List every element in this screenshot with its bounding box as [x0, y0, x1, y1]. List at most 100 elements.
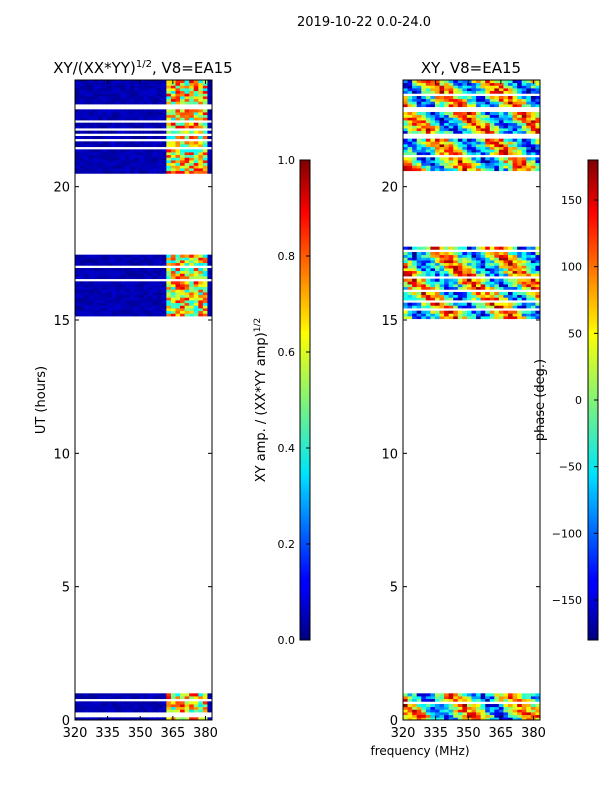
heatmap-cell — [180, 704, 185, 708]
heatmap-cell — [476, 278, 482, 282]
heatmap-cell — [102, 717, 108, 720]
heatmap-cell — [521, 262, 527, 266]
heatmap-cell — [530, 260, 536, 264]
heatmap-cell — [430, 130, 436, 134]
heatmap-cell — [448, 88, 454, 92]
heatmap-cell — [535, 268, 540, 272]
heatmap-cell — [453, 257, 459, 261]
heatmap-cell — [157, 300, 163, 304]
heatmap-cell — [448, 146, 454, 150]
heatmap-cell — [111, 130, 117, 134]
heatmap-cell — [434, 96, 440, 100]
heatmap-cell — [116, 297, 122, 301]
heatmap-cell — [425, 117, 431, 121]
heatmap-cell — [480, 96, 486, 100]
heatmap-cell — [512, 292, 518, 296]
heatmap-cell — [471, 297, 477, 301]
heatmap-cell — [485, 80, 491, 84]
heatmap-cell — [430, 704, 436, 708]
heatmap-cell — [157, 289, 163, 293]
heatmap-cell — [198, 289, 204, 293]
heatmap-cell — [425, 286, 431, 290]
heatmap-cell — [157, 154, 163, 158]
heatmap-cell — [462, 717, 468, 720]
heatmap-cell — [485, 717, 491, 720]
heatmap-cell — [129, 152, 135, 156]
heatmap-cell — [175, 117, 181, 121]
heatmap-cell — [79, 305, 85, 309]
heatmap-cell — [508, 114, 513, 118]
heatmap-cell — [106, 693, 112, 697]
heatmap-cell — [476, 157, 482, 161]
heatmap-cell — [111, 297, 117, 301]
heatmap-cell — [184, 302, 190, 306]
heatmap-cell — [471, 114, 477, 118]
heatmap-cell — [526, 157, 532, 161]
heatmap-cell — [84, 308, 90, 312]
heatmap-cell — [444, 712, 450, 716]
heatmap-cell — [180, 109, 185, 113]
heatmap-cell — [530, 112, 536, 116]
heatmap-cell — [503, 160, 509, 164]
heatmap-cell — [134, 160, 140, 164]
heatmap-cell — [476, 96, 482, 100]
heatmap-cell — [102, 170, 108, 174]
heatmap-cell — [88, 114, 94, 118]
heatmap-cell — [202, 144, 208, 148]
heatmap-cell — [175, 157, 181, 161]
heatmap-cell — [134, 273, 140, 277]
heatmap-cell — [79, 149, 85, 153]
heatmap-cell — [503, 302, 509, 306]
heatmap-cell — [97, 696, 103, 700]
heatmap-cell — [521, 160, 527, 164]
heatmap-cell — [120, 136, 126, 140]
heatmap-cell — [476, 260, 482, 264]
heatmap-cell — [485, 284, 491, 288]
heatmap-cell — [175, 144, 181, 148]
heatmap-cell — [166, 717, 172, 720]
heatmap-cell — [448, 693, 454, 697]
heatmap-cell — [412, 88, 418, 92]
heatmap-cell — [508, 168, 513, 172]
heatmap-cell — [434, 144, 440, 148]
heatmap-cell — [489, 305, 495, 309]
heatmap-cell — [180, 93, 185, 97]
heatmap-cell — [498, 104, 504, 108]
heatmap-cell — [120, 696, 126, 700]
heatmap-cell — [120, 270, 126, 274]
heatmap-cell — [471, 712, 477, 716]
heatmap-cell — [93, 286, 99, 290]
heatmap-cell — [202, 112, 208, 116]
heatmap-cell — [111, 114, 117, 118]
heatmap-cell — [530, 292, 536, 296]
heatmap-cell — [102, 257, 108, 261]
heatmap-cell — [526, 168, 532, 172]
heatmap-cell — [480, 117, 486, 121]
heatmap-cell — [430, 246, 436, 250]
heatmap-cell — [157, 144, 163, 148]
heatmap-cell — [476, 80, 482, 84]
heatmap-cell — [79, 257, 85, 261]
heatmap-cell — [530, 104, 536, 108]
heatmap-cell — [508, 120, 513, 124]
heatmap-cell — [444, 281, 450, 285]
heatmap-cell — [193, 168, 199, 172]
heatmap-cell — [198, 154, 204, 158]
heatmap-cell — [512, 252, 518, 256]
heatmap-cell — [184, 292, 190, 296]
heatmap-cell — [143, 122, 149, 126]
heatmap-cell — [526, 144, 532, 148]
heatmap-cell — [84, 289, 90, 293]
heatmap-cell — [88, 313, 94, 317]
heatmap-cell — [471, 717, 477, 720]
heatmap-cell — [198, 286, 204, 290]
heatmap-cell — [521, 709, 527, 713]
heatmap-cell — [457, 254, 463, 258]
heatmap-cell — [157, 152, 163, 156]
y-tick-label: 5 — [390, 581, 398, 596]
heatmap-cell — [480, 104, 486, 108]
heatmap-cell — [97, 284, 103, 288]
heatmap-cell — [517, 157, 523, 161]
heatmap-cell — [106, 704, 112, 708]
heatmap-cell — [526, 252, 532, 256]
